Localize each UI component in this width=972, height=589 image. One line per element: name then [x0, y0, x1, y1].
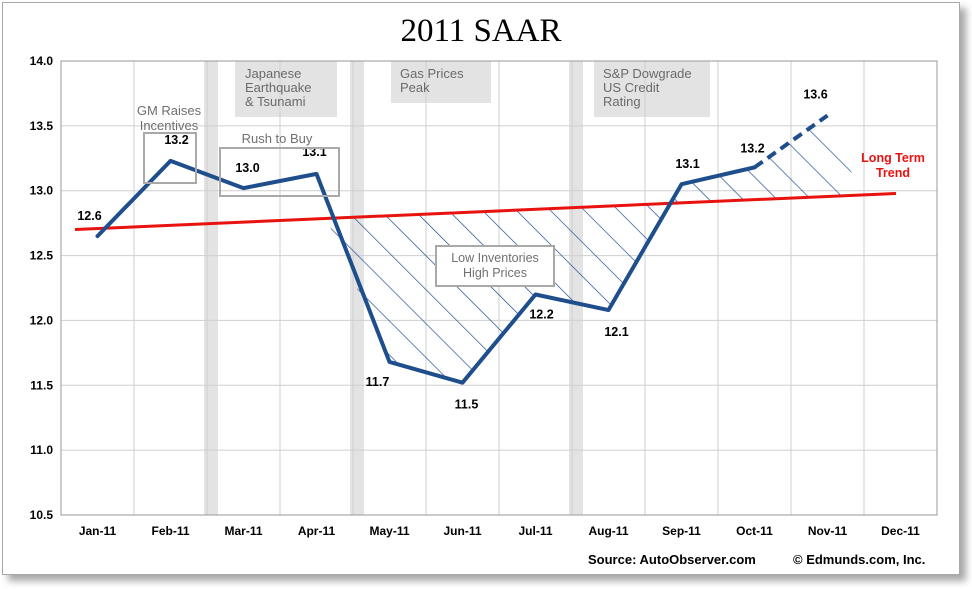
saar-series-line [95, 158, 757, 385]
annotation-box-rush-to-buy [219, 147, 340, 197]
data-label-Aug-11: 12.1 [604, 325, 628, 339]
data-label-Sep-11: 13.1 [675, 157, 699, 171]
event-band-label-panel-1 [235, 61, 337, 117]
y-tick-label-4: 12.0 [30, 313, 54, 327]
x-tick-label-1: Jan-11 [79, 524, 117, 538]
data-label-Jul-11: 12.2 [529, 307, 553, 321]
annotation-gm-raises-incentives: GM Raises Incentives [137, 103, 202, 133]
trend-line-label: Long Term Trend [861, 151, 925, 180]
y-tick-label-3: 11.5 [30, 378, 53, 392]
x-tick-label-12: Dec-11 [881, 524, 920, 538]
data-label-Mar-11: 13.0 [235, 161, 259, 175]
data-label-Nov-11: 13.6 [803, 87, 827, 101]
annotation-box-gm-raises [143, 132, 197, 184]
chart-title: 2011 SAAR [400, 13, 562, 49]
data-label-Oct-11: 13.2 [740, 141, 764, 155]
data-label-Feb-11: 13.2 [164, 133, 188, 147]
x-tick-label-3: Mar-11 [224, 524, 262, 538]
data-label-Apr-11: 13.1 [302, 145, 326, 159]
long-term-trend-line [74, 191, 897, 232]
shortfall-hatched-area [326, 202, 671, 383]
copyright-credit: © Edmunds.com, Inc. [793, 552, 926, 567]
y-tick-label-2: 11.0 [30, 443, 53, 457]
x-tick-label-2: Feb-11 [151, 524, 189, 538]
y-tick-label-8: 14.0 [30, 54, 54, 68]
event-band-label-3: S&P Dowgrade US Credit Rating [603, 66, 692, 109]
annotation-box-low-inventories [435, 245, 555, 287]
x-tick-label-11: Nov-11 [808, 524, 848, 538]
x-tick-label-8: Aug-11 [588, 524, 628, 538]
data-label-Jan-11: 12.6 [77, 209, 101, 223]
recovery-hatched-area [673, 115, 861, 203]
chart-svg: Japanese Earthquake & Tsunami Gas Prices Pea… [30, 54, 938, 538]
annotation-rush-to-buy: Rush to Buy [242, 131, 313, 146]
chart-frame: 2011 SAAR Japanese Earthquake & Tsunami Gas… [2, 2, 960, 575]
x-tick-label-9: Sep-11 [662, 524, 701, 538]
data-label-Jun-11: 11.5 [455, 398, 479, 412]
plot-area-border [60, 60, 938, 516]
x-tick-label-6: Jun-11 [443, 524, 481, 538]
x-tick-label-10: Oct-11 [736, 524, 773, 538]
event-band-label-1: Japanese Earthquake & Tsunami [245, 66, 312, 109]
event-band-1 [204, 61, 218, 515]
y-tick-label-6: 13.0 [30, 184, 54, 198]
x-tick-label-5: May-11 [369, 524, 409, 538]
x-tick-label-4: Apr-11 [298, 524, 336, 538]
y-tick-label-7: 13.5 [30, 119, 54, 133]
x-tick-label-7: Jul-11 [518, 524, 552, 538]
y-tick-label-1: 10.5 [30, 508, 54, 522]
annotation-low-inventories-high-prices: Low Inventories High Prices [451, 251, 539, 280]
source-credit: Source: AutoObserver.com [588, 552, 756, 567]
event-band-label-2: Gas Prices Peak [400, 66, 464, 95]
y-tick-label-5: 12.5 [30, 249, 54, 263]
event-band-label-panel-2 [391, 61, 491, 103]
event-band-label-panel-3 [594, 61, 710, 117]
data-label-May-11: 11.7 [366, 375, 390, 389]
